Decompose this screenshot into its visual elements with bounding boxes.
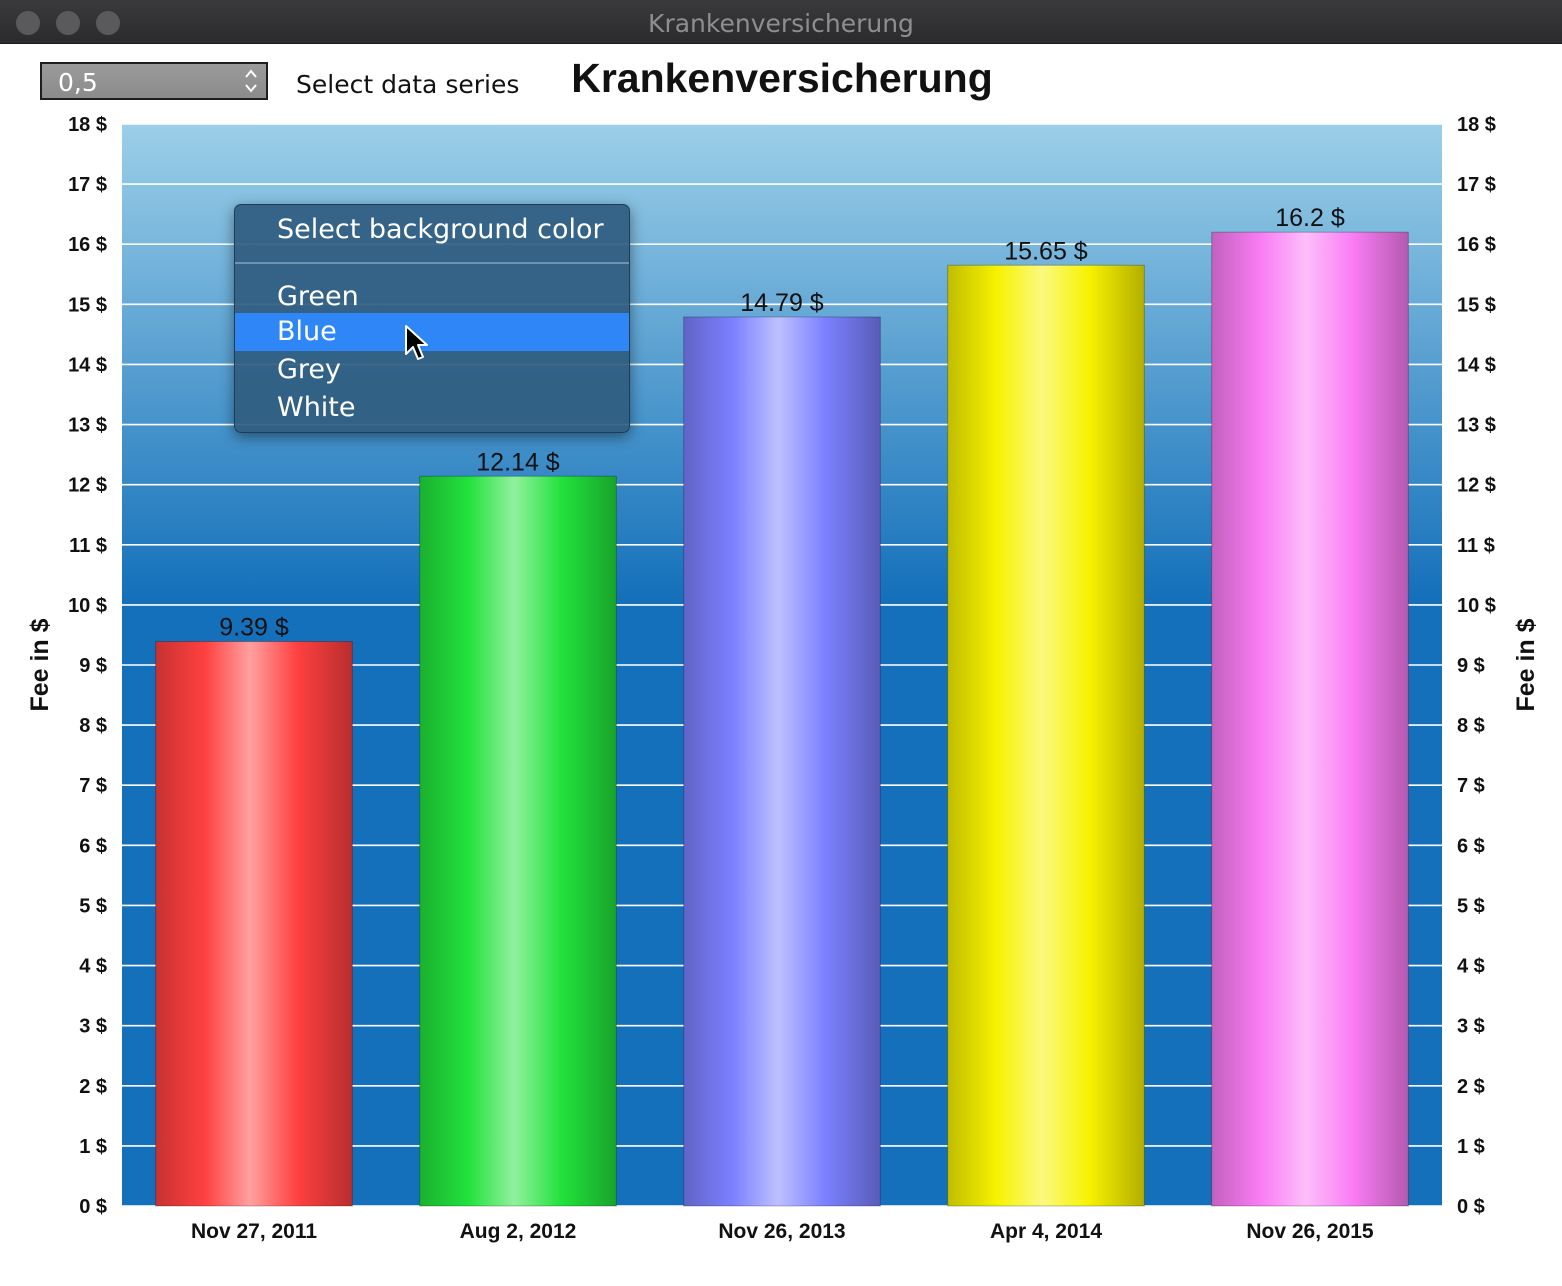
bar-value-label: 9.39 $ [219, 614, 289, 642]
y-tick-label-right: 7 $ [1457, 775, 1485, 797]
y-tick-label-left: 11 $ [69, 535, 107, 557]
bar-0[interactable] [155, 641, 353, 1207]
y-tick-label-right: 17 $ [1457, 174, 1496, 196]
y-tick-label-left: 13 $ [68, 415, 107, 437]
y-axis-label-right: Fee in $ [1512, 618, 1540, 711]
y-tick-label-right: 9 $ [1457, 655, 1485, 677]
y-tick-label-right: 3 $ [1457, 1016, 1485, 1038]
bar-value-label: 16.2 $ [1275, 204, 1345, 232]
bar-4[interactable] [1211, 231, 1409, 1207]
bar-value-label: 15.65 $ [1004, 237, 1088, 265]
menu-item-grey[interactable]: Grey [277, 354, 342, 385]
y-tick-label-right: 0 $ [1457, 1196, 1485, 1218]
bar-value-label: 14.79 $ [740, 289, 824, 317]
y-tick-label-left: 7 $ [79, 775, 107, 797]
y-tick-label-left: 9 $ [79, 655, 107, 677]
menu-item-green[interactable]: Green [277, 281, 359, 312]
y-tick-label-right: 18 $ [1457, 114, 1496, 136]
y-axis-label-left: Fee in $ [26, 618, 54, 711]
y-tick-label-left: 0 $ [79, 1196, 107, 1218]
window-title: Krankenversicherung [648, 9, 914, 38]
y-tick-label-right: 2 $ [1457, 1076, 1485, 1098]
y-tick-label-left: 10 $ [68, 595, 107, 617]
y-tick-label-left: 1 $ [79, 1136, 107, 1158]
y-tick-label-right: 16 $ [1457, 234, 1496, 256]
x-tick-label: Nov 26, 2015 [1246, 1220, 1374, 1243]
y-tick-label-left: 2 $ [79, 1076, 107, 1098]
menu-item-blue[interactable]: Blue [235, 313, 629, 351]
background-color-context-menu: Select background color Green Blue Grey … [234, 204, 630, 433]
x-tick-label: Nov 26, 2013 [718, 1220, 845, 1243]
spinner-value: 0,5 [58, 68, 98, 97]
bar-2[interactable] [683, 316, 881, 1207]
y-tick-label-left: 18 $ [68, 114, 107, 136]
y-tick-label-left: 8 $ [79, 715, 107, 737]
y-tick-label-right: 6 $ [1457, 835, 1485, 857]
close-window-button[interactable] [16, 11, 40, 35]
y-tick-label-left: 17 $ [68, 174, 107, 196]
minimize-window-button[interactable] [56, 11, 80, 35]
y-tick-label-right: 1 $ [1457, 1136, 1485, 1158]
y-tick-label-left: 5 $ [79, 895, 107, 917]
zoom-window-button[interactable] [96, 11, 120, 35]
bar-3[interactable] [947, 264, 1145, 1207]
y-tick-label-right: 13 $ [1457, 415, 1496, 437]
y-tick-label-right: 15 $ [1457, 294, 1496, 316]
y-tick-label-right: 4 $ [1457, 956, 1485, 978]
y-tick-label-left: 14 $ [68, 354, 107, 376]
window-titlebar: Krankenversicherung [0, 0, 1562, 44]
y-tick-label-left: 15 $ [68, 294, 107, 316]
y-tick-label-left: 12 $ [68, 475, 107, 497]
chart-title: Krankenversicherung [571, 55, 993, 101]
y-tick-label-left: 3 $ [79, 1016, 107, 1038]
mouse-pointer-icon [404, 324, 430, 367]
x-tick-label: Aug 2, 2012 [460, 1220, 577, 1243]
y-tick-label-right: 12 $ [1457, 475, 1496, 497]
select-data-series-label: Select data series [296, 70, 520, 99]
menu-item-white[interactable]: White [277, 392, 356, 423]
bar-value-label: 12.14 $ [476, 448, 560, 476]
y-tick-label-right: 11 $ [1457, 535, 1495, 557]
menu-separator [235, 262, 629, 264]
y-tick-label-left: 6 $ [79, 835, 107, 857]
bar-1[interactable] [419, 475, 617, 1207]
y-tick-label-left: 16 $ [68, 234, 107, 256]
y-tick-label-right: 10 $ [1457, 595, 1496, 617]
y-tick-label-right: 14 $ [1457, 354, 1496, 376]
data-series-spinner[interactable]: 0,5 [40, 62, 268, 100]
y-tick-label-right: 5 $ [1457, 895, 1485, 917]
y-tick-label-right: 8 $ [1457, 715, 1485, 737]
x-tick-label: Nov 27, 2011 [191, 1220, 317, 1243]
stepper-arrows-icon[interactable] [242, 66, 260, 96]
x-tick-label: Apr 4, 2014 [990, 1220, 1102, 1243]
menu-header: Select background color [277, 214, 604, 245]
y-tick-label-left: 4 $ [79, 956, 107, 978]
